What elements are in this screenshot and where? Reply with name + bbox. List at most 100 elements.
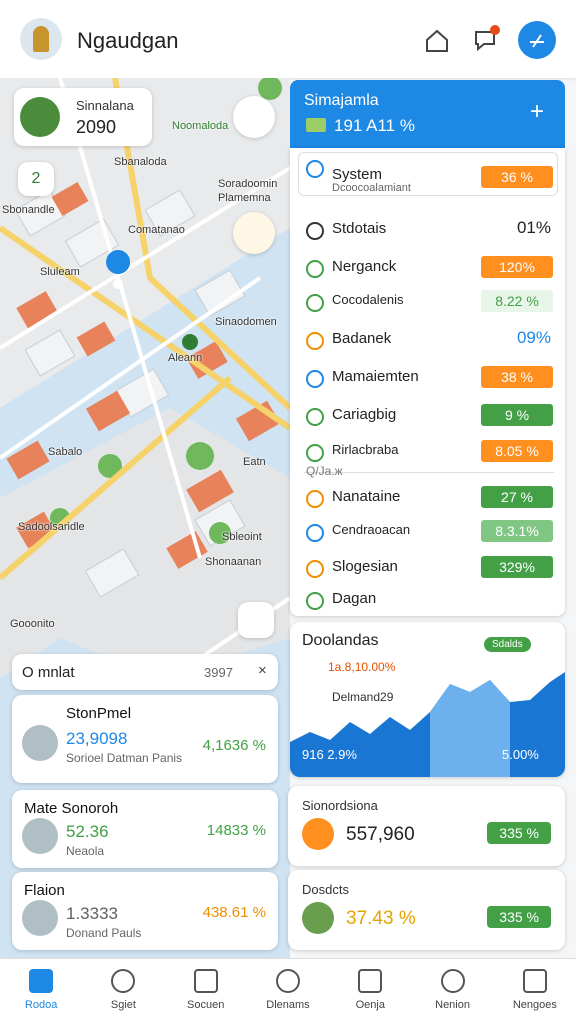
stat-pct[interactable]: 335 %: [487, 906, 551, 928]
nav-label: Nenion: [435, 999, 470, 1011]
map-pin-button[interactable]: [233, 96, 275, 138]
card-pct: 4,1636 %: [202, 737, 266, 754]
nav-icon: [29, 969, 54, 993]
row-value[interactable]: 8.05 %: [481, 440, 553, 462]
card-pct: 14833 %: [206, 822, 266, 839]
row-label: Slogesian: [332, 558, 398, 575]
stat-pct[interactable]: 335 %: [487, 822, 551, 844]
chart-badge[interactable]: Sdalds: [484, 637, 531, 652]
card-value: 52.36: [66, 822, 109, 841]
row-value[interactable]: 8.3.1%: [481, 520, 553, 542]
row-value[interactable]: 120%: [481, 256, 553, 278]
row-value[interactable]: 329%: [481, 556, 553, 578]
nav-label: Oenja: [355, 999, 385, 1011]
nav-item[interactable]: Dlenams: [247, 959, 329, 1024]
row-box[interactable]: [298, 152, 558, 196]
row-value[interactable]: 36 %: [481, 166, 553, 188]
row-value[interactable]: 38 %: [481, 366, 553, 388]
map-label: Sbanaloda: [114, 156, 167, 168]
stat-icon: [302, 902, 334, 934]
person-card[interactable]: Mate Sonoroh 52.36 Neaola 14833 %: [12, 790, 278, 868]
row-note: Q/Ja.ж: [306, 464, 343, 478]
nav-item[interactable]: Sgiet: [82, 959, 164, 1024]
map-badge[interactable]: 2: [18, 162, 54, 196]
card-title: Mate Sonoroh: [24, 800, 119, 817]
row-value[interactable]: 09%: [516, 328, 551, 347]
search-bar[interactable]: O mnlat 3997 ×: [12, 654, 278, 690]
row-value[interactable]: 27 %: [481, 486, 553, 508]
card-sub: Sorioel Datman Panis: [66, 751, 183, 765]
row-icon: [306, 370, 324, 388]
profile-avatar: [20, 97, 60, 137]
row-icon: [306, 160, 324, 178]
card-pct: 438.61 %: [202, 904, 266, 921]
nav-label: Nengoes: [512, 999, 557, 1011]
panel-list: System Dcoocoalamiant 36 % Stdotais 01% Nerga…: [290, 148, 565, 616]
profile-value: 2090: [76, 117, 117, 137]
nav-item[interactable]: Nenion: [411, 959, 493, 1024]
stat-card[interactable]: Sionordsiona 557,960 335 %: [288, 786, 565, 866]
stat-value: 557,960: [346, 824, 415, 845]
map-label: Sabalo: [48, 446, 83, 458]
nav-label: Sgiet: [110, 999, 136, 1011]
row-value[interactable]: 8.22 %: [481, 290, 553, 312]
panel-value: 191 A11 %: [334, 116, 415, 135]
row-icon: [306, 260, 324, 278]
card-title: StonPmel: [66, 705, 132, 722]
row-icon: [306, 294, 324, 312]
person-card[interactable]: Flaion 1.3333 Donand Pauls 438.61 %: [12, 872, 278, 950]
close-button[interactable]: ×: [258, 662, 267, 679]
avatar[interactable]: [20, 18, 62, 60]
row-label: Cocodalenis: [332, 292, 404, 307]
row-label: Nerganck: [332, 258, 397, 275]
row-sub: Dcoocoalamiant: [332, 182, 411, 194]
map-tool-button[interactable]: [238, 602, 274, 638]
chart-line1: 1a.8,10.00%: [328, 660, 396, 674]
row-icon: [306, 222, 324, 240]
nav-icon: [440, 969, 465, 993]
row-icon: [306, 408, 324, 426]
map-label: Sluleam: [40, 266, 80, 278]
search-text: O mnlat: [22, 664, 75, 681]
add-button[interactable]: +: [530, 98, 545, 125]
map-layer-button[interactable]: [233, 212, 275, 254]
chat-icon[interactable]: [472, 24, 502, 54]
nav-item[interactable]: Nengoes: [494, 959, 576, 1024]
card-title: Flaion: [24, 882, 65, 899]
map-label: Aleann: [168, 352, 203, 364]
header: Ngaudgan: [0, 0, 576, 78]
map-label: Sadoolsaridle: [18, 521, 85, 533]
nav-label: Dlenams: [266, 999, 310, 1011]
row-label: Badanek: [332, 330, 392, 347]
row-icon: [306, 592, 324, 610]
map-label: Gooonito: [10, 618, 55, 630]
action-button[interactable]: [518, 21, 556, 59]
panel-title: Simajamla: [304, 92, 379, 109]
card-value: 23,9098: [66, 729, 128, 748]
card-sub: Neaola: [66, 844, 105, 858]
divider: [304, 472, 554, 473]
row-icon: [306, 560, 324, 578]
nav-item[interactable]: Rodoa: [0, 959, 82, 1024]
stat-card[interactable]: Dosdcts 37.43 % 335 %: [288, 870, 565, 950]
row-value[interactable]: 01%: [516, 218, 551, 237]
row-label: Cendraoacan: [332, 522, 411, 537]
nav-icon: [358, 969, 383, 993]
nav-icon: [111, 969, 136, 993]
row-label: Nanataine: [332, 488, 401, 505]
home-icon[interactable]: [424, 28, 450, 54]
row-label: Stdotais: [332, 220, 387, 237]
map-label: Shonaanan: [205, 556, 262, 568]
nav-item[interactable]: Oenja: [329, 959, 411, 1024]
nav-label: Rodoa: [24, 999, 58, 1011]
row-value[interactable]: 9 %: [481, 404, 553, 426]
profile-card[interactable]: Sinnalana 2090: [14, 88, 152, 146]
nav-item[interactable]: Socuen: [165, 959, 247, 1024]
nav-icon: [522, 969, 547, 993]
chart-card: Doolandas Sdalds 1a.8,10.00% Delmand29 9…: [290, 622, 565, 777]
card-avatar: [22, 818, 58, 854]
person-card[interactable]: StonPmel 23,9098 Sorioel Datman Panis 4,163…: [12, 695, 278, 783]
search-value: 3997: [204, 665, 233, 680]
card-avatar: [22, 725, 58, 761]
row-label: Rirlacbraba: [332, 442, 399, 457]
